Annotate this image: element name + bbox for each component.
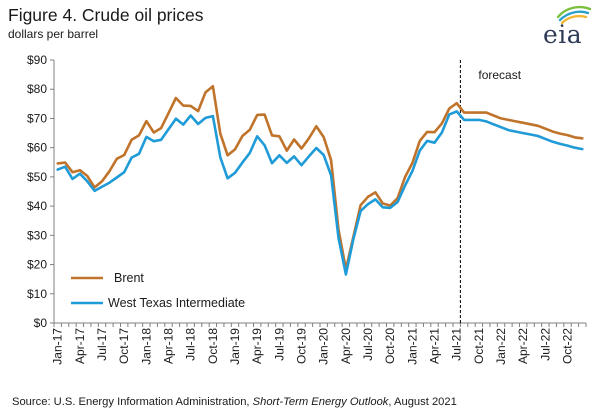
x-tick-label: Oct-20 bbox=[383, 328, 397, 364]
x-tick-label: Jul-18 bbox=[184, 328, 198, 361]
x-tick-label: Jan-21 bbox=[405, 328, 419, 365]
source-publication: Short-Term Energy Outlook bbox=[252, 396, 389, 408]
y-tick-label: $90 bbox=[27, 53, 47, 67]
x-tick-label: Jan-19 bbox=[228, 328, 242, 365]
x-tick-label: Oct-21 bbox=[472, 328, 486, 364]
y-tick-label: $50 bbox=[27, 170, 47, 184]
chart-subtitle: dollars per barrel bbox=[8, 27, 99, 41]
crude-oil-price-chart: $0 $10 $20 $30 $40 $50 $60 $70 $80 $90 Jan-17 Apr-1… bbox=[27, 53, 587, 365]
y-tick-label: $0 bbox=[34, 316, 48, 330]
eia-logo-icon bbox=[556, 5, 592, 25]
source-note: Source: U.S. Energy Information Administ… bbox=[12, 396, 457, 408]
x-tick-label: Jul-22 bbox=[538, 328, 552, 361]
x-tick-label: Oct-17 bbox=[117, 328, 131, 364]
x-tick-label: Apr-19 bbox=[250, 328, 264, 364]
y-tick-label: $40 bbox=[27, 199, 47, 213]
x-tick-label: Oct-22 bbox=[561, 328, 575, 364]
x-tick-label: Jul-19 bbox=[272, 328, 286, 361]
chart-title: Figure 4. Crude oil prices bbox=[8, 5, 204, 25]
x-tick-label: Jan-18 bbox=[139, 328, 153, 365]
x-tick-label: Apr-20 bbox=[339, 328, 353, 364]
legend-brent-label: Brent bbox=[114, 271, 144, 285]
x-tick-label: Jul-21 bbox=[450, 328, 464, 361]
x-tick-label: Apr-17 bbox=[73, 328, 87, 364]
source-suffix: , August 2021 bbox=[388, 396, 457, 408]
wti-series-line bbox=[56, 110, 584, 276]
x-tick-label: Jan-20 bbox=[317, 328, 331, 365]
x-tick-label: Apr-22 bbox=[516, 328, 530, 364]
y-tick-label: $70 bbox=[27, 111, 47, 125]
y-tick-label: $30 bbox=[27, 228, 47, 242]
x-tick-label: Jul-20 bbox=[361, 328, 375, 361]
x-tick-label: Jan-22 bbox=[494, 328, 508, 365]
x-tick-label: Jan-17 bbox=[51, 328, 65, 365]
y-tick-label: $80 bbox=[27, 82, 47, 96]
y-tick-label: $20 bbox=[27, 258, 47, 272]
y-tick-label: $10 bbox=[27, 287, 47, 301]
brent-series-line bbox=[56, 85, 584, 271]
y-tick-label: $60 bbox=[27, 141, 47, 155]
x-tick-label: Apr-18 bbox=[162, 328, 176, 364]
x-tick-label: Jul-17 bbox=[95, 328, 109, 361]
legend-wti-label: West Texas Intermediate bbox=[108, 296, 245, 310]
x-tick-label: Oct-19 bbox=[295, 328, 309, 364]
forecast-label: forecast bbox=[478, 68, 521, 82]
x-tick-label: Oct-18 bbox=[206, 328, 220, 364]
source-prefix: Source: U.S. Energy Information Administ… bbox=[12, 396, 253, 408]
eia-logo-text: eia bbox=[543, 20, 583, 49]
x-tick-label: Apr-21 bbox=[428, 328, 442, 364]
